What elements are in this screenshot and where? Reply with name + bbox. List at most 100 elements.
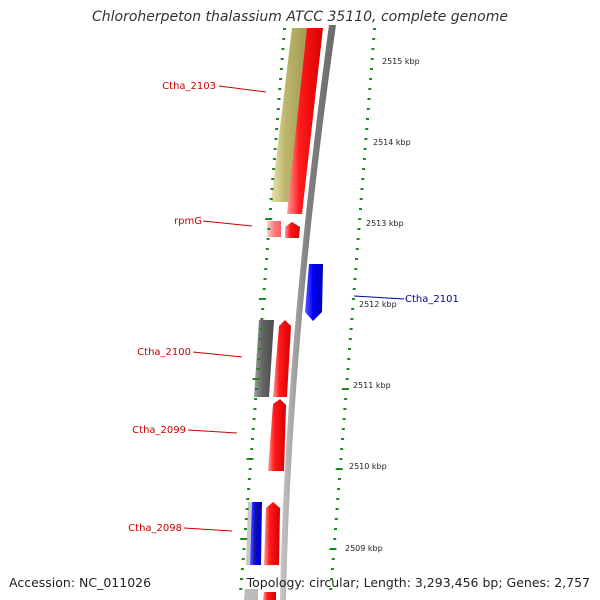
gene-ctha-2103-khaki[interactable] xyxy=(271,28,308,202)
minor-tick-right xyxy=(348,338,352,340)
minor-tick-right xyxy=(368,88,372,90)
minor-tick-left xyxy=(251,428,255,430)
minor-tick-left xyxy=(270,188,274,190)
minor-tick-right xyxy=(367,98,371,100)
minor-tick-left xyxy=(258,348,261,350)
kbp-label-2510: 2510 kbp xyxy=(349,462,387,471)
minor-tick-right xyxy=(359,198,363,200)
minor-tick-left xyxy=(252,418,256,420)
minor-tick-left xyxy=(259,328,263,330)
minor-tick-right xyxy=(370,58,374,60)
minor-tick-right xyxy=(335,508,339,510)
minor-tick-left xyxy=(275,128,279,130)
minor-tick-right xyxy=(353,278,357,280)
minor-tick-left xyxy=(269,208,272,210)
minor-tick-right xyxy=(337,478,341,480)
gene-partial-gray xyxy=(244,589,258,600)
gene-ctha-2101[interactable] xyxy=(305,264,323,321)
minor-tick-left xyxy=(240,578,244,580)
minor-tick-right xyxy=(355,258,359,260)
major-tick-right xyxy=(335,468,343,470)
minor-tick-left xyxy=(281,48,285,50)
minor-tick-left xyxy=(248,468,252,470)
minor-tick-left xyxy=(247,488,251,490)
gene-ctha-2100-red[interactable] xyxy=(273,320,291,397)
minor-tick-right xyxy=(345,378,349,380)
minor-tick-right xyxy=(337,488,341,490)
gene-ctha-2098-red[interactable] xyxy=(264,502,280,565)
minor-tick-right xyxy=(347,358,351,360)
label-ctha-2100[interactable]: Ctha_2100 xyxy=(137,347,191,358)
minor-tick-left xyxy=(264,268,268,270)
minor-tick-right xyxy=(343,408,347,410)
gene-ctha-2103-red[interactable] xyxy=(287,28,323,214)
tick-marks xyxy=(239,28,376,590)
minor-tick-left xyxy=(242,548,246,550)
minor-tick-right xyxy=(342,418,346,420)
minor-tick-right xyxy=(366,108,370,110)
kbp-label-2514: 2514 kbp xyxy=(373,138,411,147)
minor-tick-left xyxy=(261,308,265,310)
minor-tick-left xyxy=(267,228,271,230)
minor-tick-right xyxy=(362,158,366,160)
minor-tick-left xyxy=(278,88,282,90)
minor-tick-right xyxy=(336,498,340,500)
minor-tick-left xyxy=(269,198,273,200)
minor-tick-right xyxy=(356,238,360,240)
minor-tick-left xyxy=(272,158,276,160)
minor-tick-right xyxy=(364,138,368,140)
leader-ctha-2103 xyxy=(218,85,267,93)
leader-ctha-2101 xyxy=(353,295,405,300)
minor-tick-right xyxy=(373,28,376,30)
label-ctha-2101[interactable]: Ctha_2101 xyxy=(405,294,459,305)
minor-tick-right xyxy=(340,448,344,450)
minor-tick-right xyxy=(371,48,375,50)
minor-tick-left xyxy=(273,148,277,150)
minor-tick-right xyxy=(341,428,345,430)
gene-ctha-2100-gray[interactable] xyxy=(254,320,274,397)
label-rpmg[interactable]: rpmG xyxy=(174,216,202,227)
leader-ctha-2099 xyxy=(187,429,238,434)
gene-partial-red xyxy=(263,592,276,600)
minor-tick-right xyxy=(351,308,355,310)
minor-tick-right xyxy=(331,558,335,560)
genome-title: Chloroherpeton thalassium ATCC 35110, co… xyxy=(92,9,508,25)
minor-tick-left xyxy=(271,178,275,180)
minor-tick-right xyxy=(363,148,367,150)
minor-tick-left xyxy=(263,278,267,280)
minor-tick-right xyxy=(359,208,362,210)
minor-tick-right xyxy=(330,568,334,570)
minor-tick-left xyxy=(272,168,276,170)
minor-tick-right xyxy=(329,588,333,590)
label-ctha-2099[interactable]: Ctha_2099 xyxy=(132,425,186,436)
major-tick-left xyxy=(240,538,248,540)
gene-ctha-2099[interactable] xyxy=(268,399,286,471)
minor-tick-right xyxy=(348,348,351,350)
minor-tick-left xyxy=(239,588,243,590)
minor-tick-right xyxy=(346,368,350,370)
minor-tick-left xyxy=(245,508,249,510)
minor-tick-right xyxy=(330,578,334,580)
minor-tick-right xyxy=(352,288,356,290)
kbp-label-2515: 2515 kbp xyxy=(382,57,420,66)
minor-tick-left xyxy=(256,368,260,370)
label-ctha-2098[interactable]: Ctha_2098 xyxy=(128,523,182,534)
minor-tick-right xyxy=(333,538,337,540)
minor-tick-right xyxy=(351,298,355,300)
minor-tick-right xyxy=(369,68,373,70)
gene-rpmg-light[interactable] xyxy=(267,221,281,237)
leader-ctha-2100 xyxy=(192,351,243,358)
minor-tick-left xyxy=(279,78,283,80)
minor-tick-right xyxy=(350,318,354,320)
minor-tick-right xyxy=(341,438,344,440)
label-ctha-2103[interactable]: Ctha_2103 xyxy=(162,81,216,92)
gene-rpmg-arrow[interactable] xyxy=(285,222,300,238)
minor-tick-left xyxy=(257,358,261,360)
minor-tick-right xyxy=(361,178,365,180)
minor-tick-left xyxy=(266,238,270,240)
minor-tick-left xyxy=(251,438,254,440)
minor-tick-right xyxy=(344,398,348,400)
minor-tick-right xyxy=(358,218,362,220)
